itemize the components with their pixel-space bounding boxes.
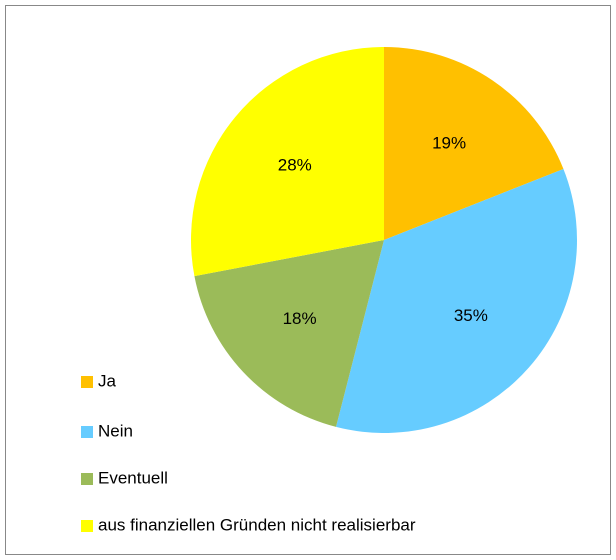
- legend-label: Eventuell: [98, 468, 168, 487]
- legend-label: Nein: [98, 421, 133, 440]
- legend-swatch: [81, 473, 93, 485]
- pie-slice: [384, 47, 564, 240]
- slice-label: 18%: [283, 309, 317, 328]
- legend-swatch: [81, 376, 93, 388]
- legend-label: Ja: [98, 371, 117, 390]
- legend-swatch: [81, 520, 93, 532]
- legend-swatch: [81, 426, 93, 438]
- pie-slice: [191, 47, 384, 277]
- slice-label: 19%: [432, 134, 466, 153]
- slice-label: 28%: [278, 156, 312, 175]
- legend-label: aus finanziellen Gründen nicht realisier…: [98, 515, 416, 534]
- slice-label: 35%: [454, 306, 488, 325]
- pie-slice: [194, 240, 384, 427]
- pie-slice: [336, 168, 577, 434]
